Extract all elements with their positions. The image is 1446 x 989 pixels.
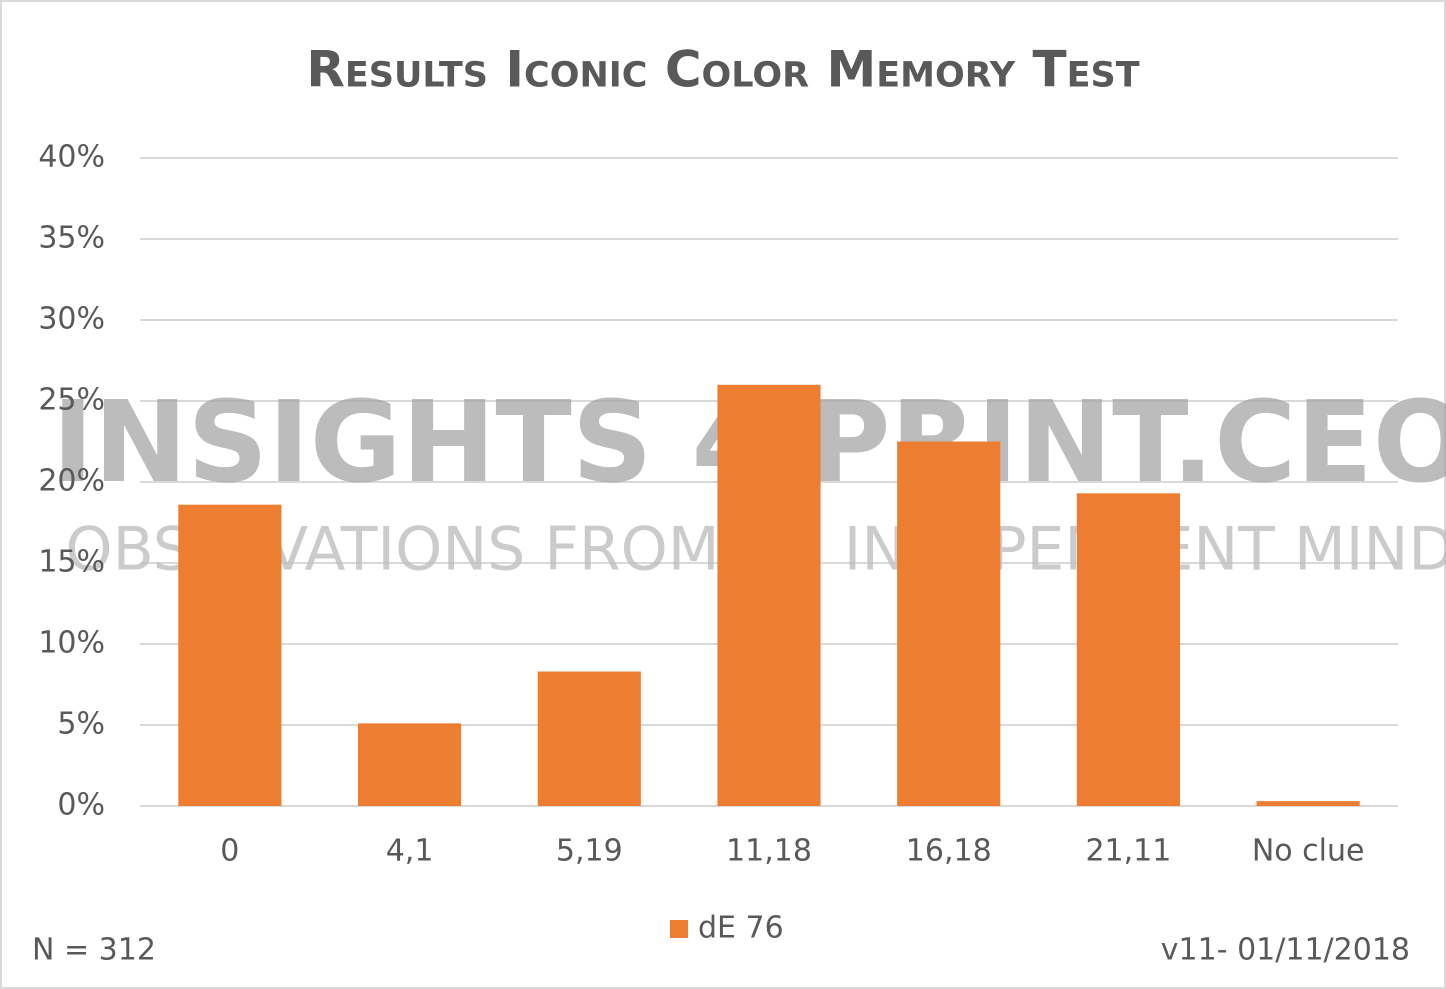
x-tick-label: No clue xyxy=(1252,834,1365,869)
bar xyxy=(537,671,641,806)
bar xyxy=(1076,493,1181,806)
footnote: N = 312 xyxy=(32,933,156,968)
x-tick-label: 11,18 xyxy=(726,834,812,869)
bar xyxy=(897,441,1001,806)
y-tick-label: 35% xyxy=(38,221,105,256)
x-tick-label: 0 xyxy=(220,834,239,869)
bar xyxy=(357,723,462,806)
bar xyxy=(1256,801,1360,806)
y-tick-label: 30% xyxy=(38,302,105,337)
x-tick-label: 21,11 xyxy=(1085,834,1171,869)
legend-label: dE 76 xyxy=(698,911,784,946)
legend-swatch xyxy=(670,920,688,938)
y-tick-label: 20% xyxy=(38,464,105,499)
footnote: v11- 01/11/2018 xyxy=(1161,933,1410,968)
x-tick-label: 5,19 xyxy=(556,834,623,869)
x-tick-label: 16,18 xyxy=(906,834,992,869)
y-tick-label: 0% xyxy=(57,788,105,823)
y-tick-label: 10% xyxy=(38,626,105,661)
bar xyxy=(178,504,282,806)
y-tick-label: 15% xyxy=(38,545,105,580)
y-tick-label: 25% xyxy=(38,383,105,418)
bar xyxy=(717,384,821,806)
y-tick-label: 5% xyxy=(57,707,105,742)
chart-title: Results Iconic Color Memory Test xyxy=(306,41,1139,99)
x-tick-label: 4,1 xyxy=(386,834,434,869)
y-tick-label: 40% xyxy=(38,140,105,175)
